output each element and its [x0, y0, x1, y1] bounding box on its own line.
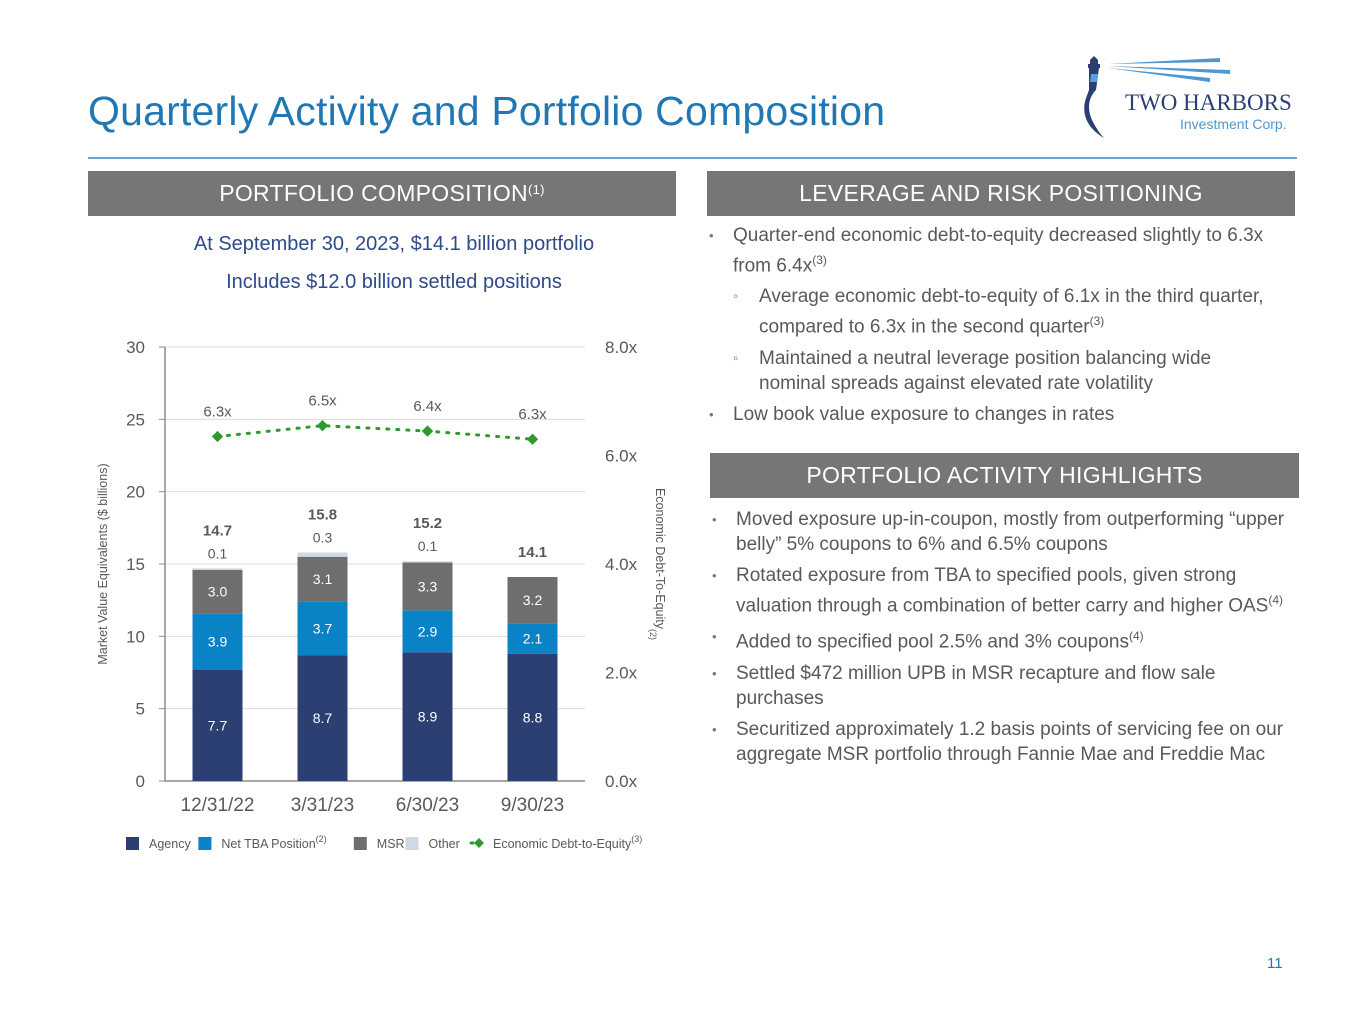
bar-net-tba-position	[507, 623, 558, 654]
leverage-bullet-1: Quarter-end economic debt-to-equity decr…	[707, 223, 1282, 278]
bar-value-label: 8.9	[418, 709, 438, 725]
banner-note: (1)	[527, 182, 545, 197]
bar-msr	[297, 556, 348, 602]
portfolio-size-line: At September 30, 2023, $14.1 billion por…	[193, 233, 595, 255]
bar-value-label: 7.7	[208, 717, 228, 733]
bar-value-label: 3.1	[313, 571, 333, 587]
total-label: 14.1	[518, 544, 547, 561]
banner-text: PORTFOLIO COMPOSITION	[219, 180, 528, 206]
logo-name: TWO HARBORS	[1125, 90, 1292, 115]
leverage-banner: LEVERAGE AND RISK POSITIONING	[707, 171, 1295, 216]
y2-tick-label: 4.0x	[605, 555, 638, 574]
bar-msr	[507, 577, 558, 624]
line-marker	[526, 433, 539, 445]
two-harbors-logo: TWO HARBORS Investment Corp.	[1084, 56, 1292, 138]
y2-tick-label: 2.0x	[605, 664, 638, 683]
economic-debt-to-equity-line	[216, 424, 534, 441]
bar-value-label: 2.9	[418, 623, 438, 639]
other-value-label: 0.1	[418, 538, 438, 554]
activity-bullet-2: Rotated exposure from TBA to specified p…	[710, 563, 1302, 618]
y2-tick-label: 6.0x	[605, 447, 638, 466]
y2-tick-label: 0.0x	[605, 772, 638, 791]
x-tick-label: 9/30/23	[501, 795, 564, 816]
bar-msr	[402, 562, 453, 611]
x-tick-label: 3/31/23	[291, 795, 354, 816]
y-tick-label: 0	[136, 772, 145, 791]
legend-swatch	[126, 837, 139, 850]
bar-value-label: 3.9	[208, 633, 228, 649]
activity-bullet-3: Added to specified pool 2.5% and 3% coup…	[710, 624, 1302, 654]
legend-swatch	[405, 837, 419, 850]
page-number: 11	[1267, 955, 1283, 972]
bar-value-label: 8.7	[313, 710, 333, 726]
total-label: 15.8	[308, 506, 337, 523]
title-rule	[88, 157, 1297, 159]
y-tick-label: 30	[126, 338, 145, 357]
activity-bullets: Moved exposure up-in-coupon, mostly from…	[710, 507, 1302, 773]
other-value-label: 0.3	[313, 529, 333, 545]
line-marker	[316, 420, 329, 432]
lighthouse-icon	[1084, 56, 1230, 138]
line-value-label: 6.3x	[203, 404, 232, 421]
activity-bullet-5: Securitized approximately 1.2 basis poin…	[710, 717, 1302, 767]
legend-label: Other	[429, 837, 460, 851]
leverage-bullet-2: Low book value exposure to changes in ra…	[707, 402, 1282, 427]
line-marker	[421, 425, 434, 437]
y-tick-label: 5	[136, 700, 145, 719]
legend-label: Agency	[149, 837, 191, 851]
page-title: Quarterly Activity and Portfolio Composi…	[88, 88, 886, 134]
y-axis-title: Market Value Equivalents ($ billions)	[96, 463, 110, 664]
y2-axis-title: Economic Debt-To-Equity(2)	[648, 488, 667, 640]
y2-tick-label: 8.0x	[605, 338, 638, 357]
portfolio-composition-banner: PORTFOLIO COMPOSITION (1)	[88, 171, 676, 216]
bar-other	[297, 552, 348, 557]
settled-positions-line: Includes $12.0 billion settled positions	[226, 271, 562, 293]
total-label: 14.7	[203, 522, 232, 539]
bar-value-label: 3.0	[208, 583, 228, 599]
legend-swatch	[353, 837, 367, 850]
bar-value-label: 3.7	[313, 620, 333, 636]
total-label: 15.2	[413, 515, 442, 532]
leverage-subbullet-1: Average economic debt-to-equity of 6.1x …	[707, 284, 1282, 339]
bar-value-label: 3.2	[523, 592, 543, 608]
y-tick-label: 10	[126, 627, 145, 646]
leverage-bullets: Quarter-end economic debt-to-equity decr…	[707, 223, 1282, 433]
bar-net-tba-position	[402, 610, 453, 653]
bar-agency	[402, 652, 453, 781]
line-marker	[211, 430, 224, 443]
bar-other	[192, 568, 243, 570]
bar-value-label: 8.8	[523, 709, 543, 725]
bar-net-tba-position	[297, 601, 348, 656]
legend-label: MSR	[377, 837, 405, 851]
line-value-label: 6.4x	[413, 398, 442, 415]
bar-value-label: 3.3	[418, 578, 438, 594]
y-tick-label: 25	[126, 410, 145, 429]
bar-value-label: 2.1	[523, 631, 543, 647]
bar-agency	[297, 655, 348, 781]
bar-net-tba-position	[192, 613, 243, 670]
line-value-label: 6.3x	[518, 406, 547, 423]
x-tick-label: 6/30/23	[396, 795, 459, 816]
activity-bullet-4: Settled $472 million UPB in MSR recaptur…	[710, 661, 1302, 711]
line-value-label: 6.5x	[308, 393, 337, 410]
legend-line-marker	[474, 838, 484, 848]
y-tick-label: 15	[126, 555, 145, 574]
legend-label: Net TBA Position(2)	[221, 834, 326, 851]
activity-bullet-1: Moved exposure up-in-coupon, mostly from…	[710, 507, 1302, 557]
legend-label: Economic Debt-to-Equity(3)	[493, 834, 642, 851]
bar-other	[402, 561, 453, 563]
leverage-subbullet-2: Maintained a neutral leverage position b…	[707, 346, 1282, 396]
portfolio-composition-chart: 0 5 10 15 20 25 30 0.0x 2.0x 4.0x 6.0x 8.0x Market V…	[96, 338, 667, 851]
bar-msr	[192, 569, 243, 614]
x-tick-label: 12/31/22	[181, 795, 255, 816]
bar-agency	[507, 653, 558, 781]
legend-swatch	[198, 837, 212, 850]
y-tick-label: 20	[126, 483, 145, 502]
bar-agency	[192, 669, 243, 781]
other-value-label: 0.1	[208, 545, 228, 561]
logo-sub: Investment Corp.	[1180, 116, 1287, 132]
activity-banner: PORTFOLIO ACTIVITY HIGHLIGHTS	[710, 453, 1299, 498]
